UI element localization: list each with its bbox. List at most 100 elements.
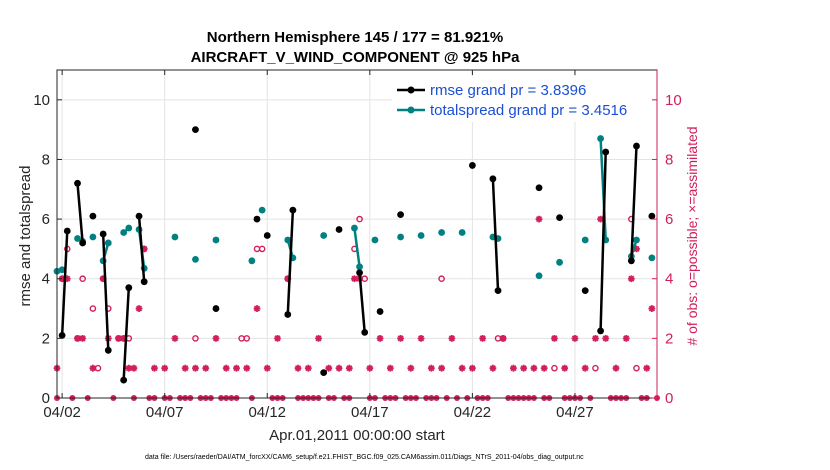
obs-assimilated-marker — [171, 334, 179, 342]
rmse-point — [376, 308, 384, 315]
y2-tick-label: 2 — [665, 330, 673, 347]
obs-assimilated-marker — [58, 275, 66, 283]
y2-tick-label: 6 — [665, 211, 673, 228]
obs-assimilated-marker — [597, 215, 604, 223]
rmse-line-segment — [630, 145, 638, 261]
x-tick-label: 04/22 — [454, 404, 492, 421]
obs-assimilated-marker — [79, 334, 87, 342]
obs-assimilated-marker — [284, 275, 292, 283]
rmse-line-segment — [599, 151, 607, 331]
obs-assimilated-marker — [325, 364, 333, 372]
rmse-point — [633, 142, 640, 150]
obs-assimilated-marker — [335, 364, 343, 372]
obs-assimilated-marker — [304, 364, 312, 372]
spread-point — [171, 233, 179, 241]
rmse-point — [120, 376, 128, 384]
obs-assimilated-marker — [468, 364, 476, 372]
obs-assimilated-marker — [510, 364, 517, 372]
spread-point — [597, 135, 604, 142]
obs-assimilated-marker — [622, 334, 630, 342]
spread-point — [258, 206, 266, 214]
obs-assimilated-marker — [407, 364, 415, 372]
x-tick-label: 04/27 — [556, 404, 594, 421]
spread-point — [458, 229, 466, 236]
obs-assimilated-marker — [263, 364, 271, 372]
y-tick-label: 8 — [42, 151, 50, 168]
obs-assimilated-marker — [253, 305, 261, 312]
obs-possible-marker — [592, 364, 599, 372]
y-tick-label: 0 — [42, 390, 50, 407]
rmse-point — [361, 329, 369, 336]
spread-point — [58, 266, 66, 274]
obs-assimilated-marker — [376, 334, 384, 342]
legend-spread-marker — [407, 106, 415, 114]
spread-point — [556, 258, 563, 266]
rmse-point — [263, 232, 271, 239]
spread-point — [125, 224, 133, 232]
obs-assimilated-marker — [294, 364, 302, 372]
spread-point — [120, 229, 128, 236]
x-tick-label: 04/07 — [146, 404, 184, 421]
rmse-point — [89, 212, 97, 220]
rmse-point — [79, 239, 87, 247]
obs-assimilated-marker — [602, 334, 610, 342]
obs-assimilated-marker — [222, 364, 230, 372]
y2-axis-label: # of obs: o=possible; ×=assimilated — [684, 126, 700, 345]
rmse-point — [356, 269, 363, 277]
obs-assimilated-marker — [135, 305, 143, 312]
spread-point — [74, 235, 81, 242]
spread-point — [371, 236, 379, 244]
obs-assimilated-marker — [535, 215, 543, 223]
y2-tick-label: 4 — [665, 271, 673, 288]
rmse-line-segment — [491, 178, 500, 291]
y-tick-label: 10 — [33, 92, 50, 109]
obs-assimilated-marker — [438, 364, 446, 372]
obs-count-markers — [53, 215, 660, 401]
chart-subtitle: AIRCRAFT_V_WIND_COMPONENT @ 925 hPa — [191, 49, 521, 66]
rmse-point — [597, 327, 604, 335]
rmse-point — [140, 278, 148, 286]
spread-point — [417, 232, 425, 239]
rmse-line-segment — [122, 287, 131, 381]
obs-assimilated-marker — [386, 364, 394, 372]
obs-assimilated-marker — [571, 334, 579, 342]
y2-tick-label: 0 — [665, 390, 673, 407]
obs-assimilated-marker — [561, 364, 569, 372]
data-file-footnote: data file: /Users/raeder/DAI/ATM_forcXX/… — [145, 454, 584, 461]
rmse-point — [125, 284, 133, 292]
y-tick-label: 4 — [42, 271, 50, 288]
obs-assimilated-marker — [89, 364, 97, 372]
obs-assimilated-marker — [115, 334, 122, 342]
rmse-point — [648, 212, 656, 220]
obs-assimilated-marker — [233, 364, 240, 372]
rmse-point — [253, 215, 261, 223]
obs-assimilated-marker — [540, 364, 548, 372]
spread-point — [535, 272, 543, 280]
spread-point — [320, 232, 328, 239]
spread-point — [356, 263, 363, 271]
y-tick-label: 6 — [42, 211, 50, 228]
obs-assimilated-marker — [612, 364, 620, 372]
obs-assimilated-marker — [592, 334, 599, 342]
y-tick-label: 2 — [42, 330, 50, 347]
obs-possible-marker — [258, 245, 266, 253]
obs-assimilated-marker — [479, 334, 487, 342]
obs-assimilated-marker — [212, 334, 220, 342]
obs-assimilated-marker — [140, 245, 148, 253]
rmse-point — [284, 311, 292, 318]
rmse-point — [397, 211, 404, 219]
spread-point — [192, 255, 199, 263]
obs-assimilated-marker — [489, 364, 497, 372]
obs-possible-marker — [356, 215, 363, 223]
rmse-line-segment — [101, 233, 110, 351]
obs-assimilated-marker — [448, 334, 456, 342]
rmse-point — [320, 369, 328, 377]
obs-assimilated-marker — [530, 364, 538, 372]
obs-possible-marker — [79, 275, 86, 283]
data-series — [53, 78, 656, 384]
rmse-line-segment — [358, 272, 366, 333]
obs-possible-marker — [633, 364, 640, 372]
obs-assimilated-marker — [345, 364, 353, 372]
obs-assimilated-marker — [151, 364, 158, 372]
spread-point — [351, 224, 358, 232]
